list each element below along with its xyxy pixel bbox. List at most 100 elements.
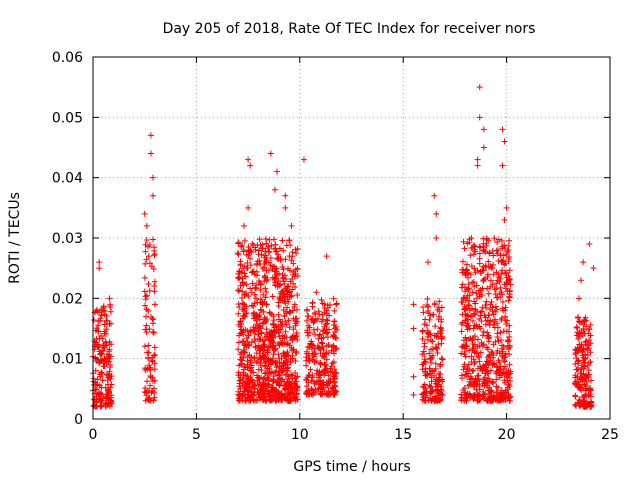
data-point — [253, 359, 260, 366]
data-point — [319, 340, 326, 347]
data-point — [464, 320, 471, 327]
y-tick-label: 0.01 — [52, 352, 83, 368]
data-point — [241, 237, 248, 244]
data-point — [476, 243, 483, 250]
data-point — [584, 382, 591, 389]
data-point — [470, 242, 477, 249]
data-point — [254, 397, 261, 404]
data-point — [279, 263, 286, 270]
data-point — [491, 235, 498, 242]
data-point — [481, 312, 488, 319]
data-point — [325, 342, 332, 349]
data-point — [93, 386, 100, 393]
data-point — [258, 330, 265, 337]
data-point — [332, 389, 339, 396]
data-point — [481, 247, 488, 254]
data-point — [239, 288, 246, 295]
data-point — [469, 317, 476, 324]
data-point — [319, 328, 326, 335]
data-point — [419, 335, 426, 342]
data-point — [480, 388, 487, 395]
data-point — [479, 332, 486, 339]
data-point — [435, 370, 442, 377]
data-point — [274, 271, 281, 278]
data-point — [505, 297, 512, 304]
data-point — [585, 330, 592, 337]
data-point — [257, 242, 264, 249]
data-point — [270, 320, 277, 327]
data-point — [410, 391, 417, 398]
data-point — [276, 333, 283, 340]
data-point — [475, 353, 482, 360]
data-point — [475, 375, 482, 382]
data-point — [576, 318, 583, 325]
data-point — [466, 378, 473, 385]
data-point — [498, 258, 505, 265]
data-point — [465, 285, 472, 292]
data-point — [494, 320, 501, 327]
data-point — [482, 262, 489, 269]
data-point — [240, 372, 247, 379]
data-point — [144, 366, 151, 372]
data-point — [477, 325, 484, 332]
data-point — [576, 341, 583, 348]
y-axis-title: ROTI / TECUs — [7, 192, 23, 284]
data-point — [480, 240, 487, 247]
data-point — [269, 293, 276, 300]
data-point — [572, 360, 579, 367]
data-point — [251, 354, 258, 361]
data-point — [504, 317, 511, 324]
data-point — [271, 236, 278, 243]
data-point — [96, 259, 103, 266]
data-point — [580, 259, 587, 266]
data-point — [493, 285, 500, 292]
data-point — [461, 363, 468, 370]
data-point — [285, 317, 292, 324]
data-point — [247, 285, 254, 292]
data-point — [501, 377, 508, 384]
data-point — [308, 377, 315, 384]
data-point — [275, 367, 282, 374]
data-point — [256, 278, 263, 285]
data-point — [425, 310, 432, 317]
data-point — [470, 278, 477, 285]
data-point — [238, 321, 245, 328]
data-point — [248, 249, 255, 256]
data-point — [590, 265, 597, 272]
data-point — [142, 248, 149, 255]
data-point — [495, 257, 502, 264]
data-point — [264, 349, 271, 356]
data-point — [147, 150, 154, 157]
data-point — [259, 265, 266, 272]
data-point — [101, 344, 108, 351]
data-point — [428, 378, 435, 385]
data-point — [497, 362, 504, 369]
data-point — [410, 301, 417, 308]
data-point — [494, 389, 501, 396]
data-point — [429, 338, 436, 345]
data-point — [494, 250, 501, 257]
data-point — [321, 361, 328, 368]
data-point — [580, 321, 587, 328]
data-point — [242, 341, 249, 348]
data-point — [292, 349, 299, 356]
data-point — [482, 302, 489, 309]
data-point — [315, 335, 322, 342]
data-point — [283, 351, 290, 358]
data-point — [468, 375, 475, 382]
data-point — [254, 326, 261, 333]
data-point — [294, 245, 301, 252]
data-point — [578, 375, 585, 382]
data-point — [262, 285, 269, 292]
x-tick-label: 5 — [192, 427, 201, 443]
data-point — [252, 246, 259, 253]
data-point — [477, 365, 484, 372]
grid-layer — [93, 57, 610, 419]
data-point — [419, 327, 426, 334]
data-point — [438, 391, 445, 398]
data-point — [506, 328, 513, 335]
data-point — [237, 262, 244, 269]
data-point — [572, 393, 579, 400]
data-point — [145, 342, 152, 349]
data-point — [469, 244, 476, 251]
